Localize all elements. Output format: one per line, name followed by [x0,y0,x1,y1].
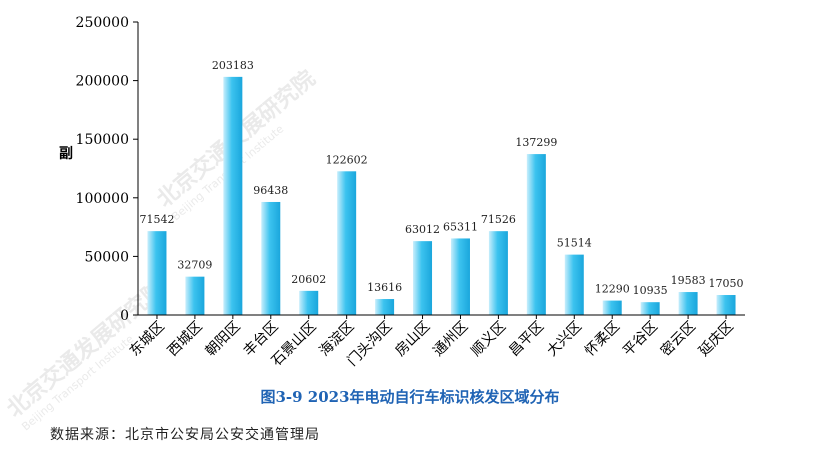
bar [640,302,660,315]
y-tick-label: 100000 [76,191,129,207]
data-label: 10935 [633,284,668,297]
data-label: 71526 [481,213,516,226]
data-label: 122602 [326,153,368,166]
y-tick-label: 0 [120,308,129,324]
data-label: 12290 [595,283,630,296]
data-label: 137299 [515,136,557,149]
x-tick-label: 东城区 [127,319,168,360]
data-label: 203183 [212,59,254,72]
x-axis: 东城区西城区朝阳区丰台区石景山区海淀区门头沟区房山区通州区顺义区昌平区大兴区怀柔… [127,314,745,369]
y-axis: 0 50000 100000 150000 200000 250000 [76,15,139,324]
bar [602,300,622,315]
data-label: 17050 [709,277,744,290]
bar [413,241,433,315]
x-tick-label: 房山区 [392,319,433,360]
bar [299,290,319,315]
data-label: 71542 [139,213,174,226]
data-labels: 71542 32709 203183 96438 20602 122602 13616 630… [139,59,743,297]
data-label: 96438 [253,184,288,197]
data-source: 数据来源：北京市公安局公安交通管理局 [50,427,320,443]
data-label: 13616 [367,281,402,294]
data-label: 19583 [671,274,706,287]
x-tick-label: 平谷区 [620,319,661,360]
bar [564,254,584,315]
bar [526,154,546,315]
bar [488,231,508,315]
chart-title: 图3-9 2023年电动自行车标识核发区域分布 [260,388,560,406]
x-tick-label: 朝阳区 [203,319,244,360]
x-tick-label: 大兴区 [544,319,585,360]
bar [147,231,167,315]
y-tick-label: 200000 [76,74,129,90]
data-label: 20602 [291,273,326,286]
x-tick-label: 顺义区 [468,319,509,360]
y-tick-label: 250000 [76,15,129,31]
bar [185,276,205,315]
y-axis-label: 副 [59,146,73,162]
x-tick-label: 延庆区 [696,319,737,360]
bar [375,299,395,315]
data-label: 63012 [405,223,440,236]
x-tick-label: 西城区 [165,319,206,360]
x-tick-label: 密云区 [657,318,699,360]
bar [450,238,470,315]
x-tick-label: 昌平区 [506,319,547,360]
bar [716,295,736,315]
bars [147,76,736,315]
bar [337,171,357,315]
y-tick-label: 150000 [76,132,129,148]
bar-chart: 0 50000 100000 150000 200000 250000 71542 3270… [59,15,745,369]
bar [223,76,243,315]
bar [678,292,698,315]
y-tick-label: 50000 [84,249,129,265]
x-tick-label: 怀柔区 [582,319,623,360]
data-label: 65311 [443,220,478,233]
bar [261,201,281,315]
data-label: 51514 [557,237,592,250]
data-label: 32709 [177,259,212,272]
x-tick-label: 通州区 [430,319,471,360]
